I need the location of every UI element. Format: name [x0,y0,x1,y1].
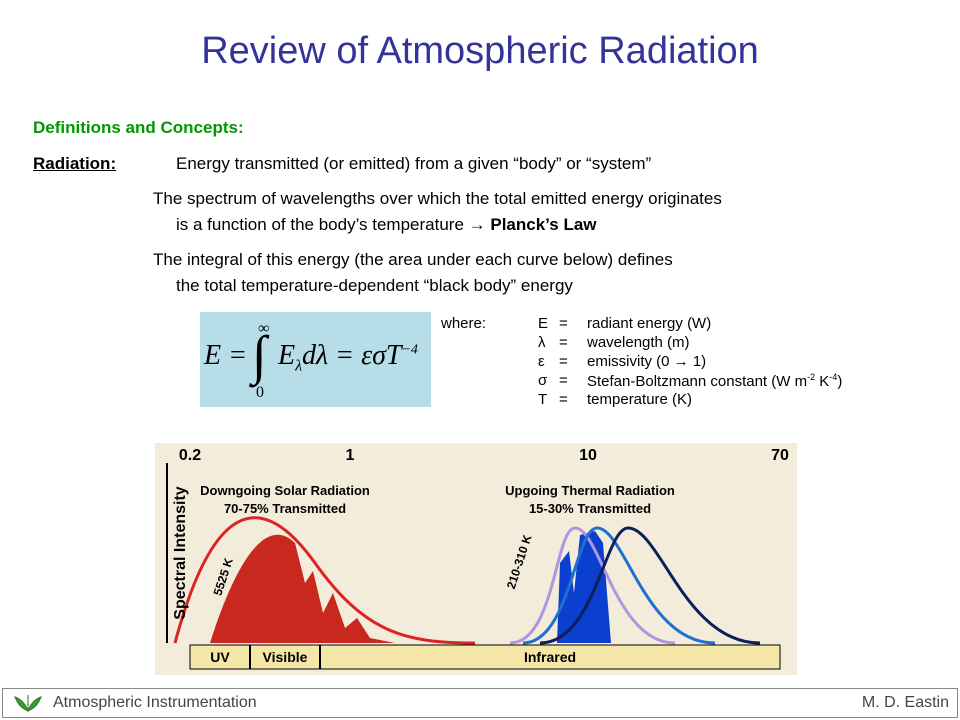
footer: Atmospheric Instrumentation M. D. Eastin [2,688,958,718]
tick-label: 10 [579,447,597,464]
text: -2 [807,372,816,382]
text: radiant energy (W) [587,315,711,332]
tick-label: 0.2 [179,447,201,464]
curve [539,526,761,645]
text: −4 [401,342,418,358]
equation: E = ∞ ∫ 0 Eλdλ = εσT−4 [200,312,431,407]
band [189,644,781,670]
text: λ [538,334,546,351]
text: 0 [256,384,264,401]
text: the total temperature-dependent “black b… [176,276,573,295]
text: E = [204,340,247,371]
text: = [559,372,568,389]
text: temperature (K) [587,391,692,408]
y-label: Spectral Intensity [172,486,189,619]
text: dλ = εσT [302,340,402,371]
section: Definitions and Concepts: [33,118,244,137]
figure: UV Visible Infrared 0.2 1 10 70 Spectral… [155,443,797,675]
definition: Energy transmitted (or emitted) from a g… [176,154,652,173]
text: emissivity (0 → 1) [587,353,707,370]
text: E [538,315,549,332]
footer-left: Atmospheric Instrumentation [53,694,257,711]
text: λ [295,357,303,375]
annotation: 15-30% Transmitted [529,501,651,516]
where: where: [441,315,487,332]
text: Planck’s Law [490,215,597,234]
text: The spectrum of wavelengths over which t… [153,189,722,208]
footer-right: M. D. Eastin [861,694,949,711]
annotation: 70-75% Transmitted [224,501,346,516]
text: σ [538,372,548,389]
text: Eλdλ = εσT−4 [278,340,418,376]
text: Stefan-Boltzmann constant (W m [587,373,808,390]
text: is a function of the body’s temperature … [176,215,491,234]
curve [509,526,676,645]
text: = [559,391,568,408]
thermal-fill [557,531,611,643]
text: The integral of this energy (the area un… [153,250,673,269]
text: E [278,340,296,371]
annotation: Downgoing Solar Radiation [200,483,370,498]
text: = [559,315,568,332]
text: radiant energy (W) [587,315,712,332]
curve [522,526,716,645]
logo [14,695,42,713]
text: ∞ [258,320,270,337]
text: = [559,353,568,370]
text: ε [538,353,545,370]
text: = [559,334,568,351]
text: temperature (K) [587,391,693,408]
text: emissivity (0 → 1) [587,353,706,370]
tick-label: 1 [346,447,355,464]
text: ) [837,373,843,390]
text: wavelength (m) [587,334,690,351]
band-label: UV [210,649,230,665]
integral: ∫ [252,325,267,385]
text: K [815,373,830,390]
solar-curve [173,516,476,645]
solar-fill [210,534,395,643]
band-label: Visible [263,649,308,665]
title: Review of Atmospheric Radiation [201,30,759,72]
text: -4 [829,372,838,382]
term: Radiation: [33,154,117,173]
annotation: Upgoing Thermal Radiation [505,483,675,498]
text: T [538,391,548,408]
tick-label: 70 [771,447,789,464]
band-label: Infrared [524,649,576,665]
text: wavelength (m) [587,334,690,351]
text: Stefan-Boltzmann constant (W m-2 K-4) [587,372,842,390]
text: is a function of the body’s temperature … [176,215,597,235]
